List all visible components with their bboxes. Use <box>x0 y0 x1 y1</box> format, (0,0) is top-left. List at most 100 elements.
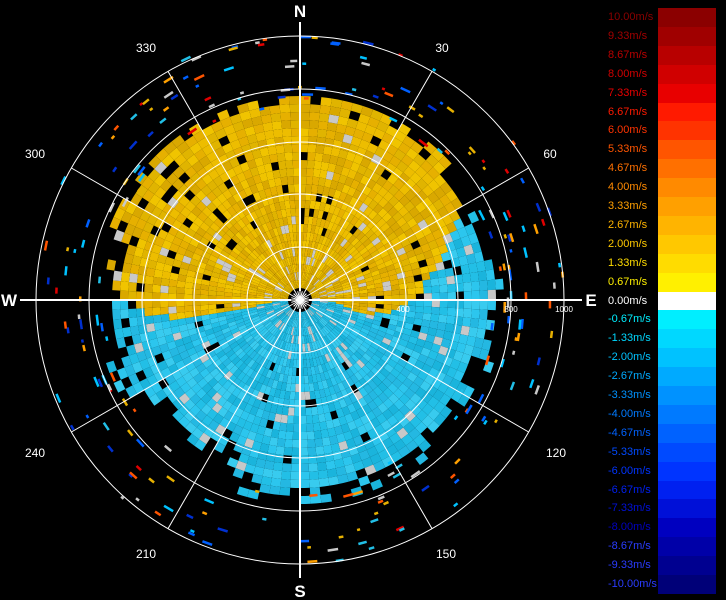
legend-entry: 2.67m/s <box>600 215 726 235</box>
legend-swatch <box>658 575 716 594</box>
legend-swatch <box>658 121 716 141</box>
legend-entry: -3.33m/s <box>600 386 726 405</box>
legend-entry: 5.33m/s <box>600 140 726 160</box>
legend-label: -8.67m/s <box>608 540 651 553</box>
legend-swatch <box>658 102 716 122</box>
bearing-spoke <box>299 299 433 529</box>
legend-swatch <box>658 178 716 198</box>
legend-label: 0.00m/s <box>608 294 648 307</box>
legend-entry: 0.00m/s <box>600 291 726 311</box>
legend-entry: -8.00m/s <box>600 518 726 538</box>
legend-swatch <box>658 348 716 368</box>
legend-label: 9.33m/s <box>608 29 648 42</box>
legend-swatch <box>658 367 716 387</box>
bearing-label-330: 330 <box>136 41 156 55</box>
legend-label: -7.33m/s <box>608 502 651 515</box>
legend-entry: -2.67m/s <box>600 367 726 387</box>
bearing-spoke <box>299 167 529 301</box>
legend-swatch <box>658 404 716 424</box>
legend-entry: 10.00m/s <box>600 8 726 27</box>
legend-swatch <box>658 423 716 443</box>
legend-label: 10.00m/s <box>608 11 654 23</box>
compass-south: S <box>294 582 305 600</box>
legend-label: 7.33m/s <box>608 86 648 99</box>
compass-east: E <box>585 291 596 310</box>
legend-swatch <box>658 140 716 160</box>
legend-label: 5.33m/s <box>608 143 648 156</box>
legend-entry: 6.67m/s <box>600 102 726 122</box>
legend-swatch <box>658 26 716 46</box>
legend-label: -0.67m/s <box>608 313 651 326</box>
legend-entry: 2.00m/s <box>600 234 726 254</box>
compass-west: W <box>1 291 18 310</box>
legend-entry: 4.67m/s <box>600 159 726 179</box>
scattered-echo-cells <box>43 35 565 564</box>
bearing-spoke <box>167 71 301 301</box>
legend-swatch <box>658 83 716 103</box>
legend-label: 2.67m/s <box>608 218 648 231</box>
legend-entry: -0.67m/s <box>600 310 726 330</box>
legend-label: -2.67m/s <box>608 370 651 383</box>
legend-swatch <box>658 234 716 254</box>
legend-label: -2.00m/s <box>608 351 651 364</box>
legend-swatch <box>658 291 716 311</box>
bearing-spoke <box>299 299 529 433</box>
legend-swatch <box>658 480 716 500</box>
legend-entry: -7.33m/s <box>600 499 726 519</box>
legend-entry: 6.00m/s <box>600 121 726 141</box>
legend-label: 8.67m/s <box>608 48 648 61</box>
bearing-label-150: 150 <box>436 547 456 561</box>
legend-entry: -4.67m/s <box>600 423 726 443</box>
legend-entry: 8.00m/s <box>600 64 726 84</box>
legend-entry: 3.33m/s <box>600 197 726 216</box>
legend-entry: -4.00m/s <box>600 404 726 424</box>
range-label-800: 800 <box>504 305 518 314</box>
legend-label: 4.00m/s <box>608 181 648 194</box>
legend-swatch <box>658 499 716 519</box>
bearing-label-60: 60 <box>543 147 557 161</box>
bearing-label-120: 120 <box>546 446 566 460</box>
legend-label: -4.67m/s <box>608 426 651 439</box>
legend-label: -3.33m/s <box>608 389 651 401</box>
compass-north: N <box>294 2 306 21</box>
legend-swatch <box>658 556 716 576</box>
legend-swatch <box>658 45 716 65</box>
legend-label: -4.00m/s <box>608 407 651 420</box>
legend-label: 1.33m/s <box>608 256 648 269</box>
legend-entry: 4.00m/s <box>600 178 726 198</box>
legend-swatch <box>658 518 716 538</box>
bearing-label-30: 30 <box>435 41 449 55</box>
bearing-label-300: 300 <box>25 147 45 161</box>
legend-label: -8.00m/s <box>608 521 651 534</box>
legend-entry: -6.67m/s <box>600 480 726 500</box>
bearing-spoke <box>299 71 433 301</box>
legend-entry: -8.67m/s <box>600 537 726 557</box>
legend-swatch <box>658 329 716 349</box>
legend-entry: -10.00m/s <box>600 575 726 594</box>
legend-swatch <box>658 215 716 235</box>
radar-center <box>291 291 309 309</box>
legend-swatch <box>658 159 716 179</box>
legend-swatch <box>658 461 716 481</box>
legend-entry: 9.33m/s <box>600 26 726 46</box>
legend-entry: 0.67m/s <box>600 272 726 292</box>
bearing-label-210: 210 <box>136 547 156 561</box>
legend-label: 8.00m/s <box>608 67 648 80</box>
legend-swatch <box>658 8 716 27</box>
legend-label: -9.33m/s <box>608 559 651 572</box>
bearing-label-240: 240 <box>25 446 45 460</box>
legend-entry: 1.33m/s <box>600 253 726 273</box>
legend-label: 6.00m/s <box>608 124 648 137</box>
legend-entry: -6.00m/s <box>600 461 726 481</box>
legend-swatch <box>658 272 716 292</box>
bearing-spoke <box>167 299 301 529</box>
legend-entry: 7.33m/s <box>600 83 726 103</box>
legend-label: -6.67m/s <box>608 483 651 496</box>
legend-entry: -5.33m/s <box>600 442 726 462</box>
legend-label: 6.67m/s <box>608 105 648 118</box>
legend-swatch <box>658 442 716 462</box>
legend-swatch <box>658 253 716 273</box>
legend-label: 4.67m/s <box>608 162 648 175</box>
velocity-cells <box>105 96 504 504</box>
bearing-spoke <box>71 299 301 433</box>
